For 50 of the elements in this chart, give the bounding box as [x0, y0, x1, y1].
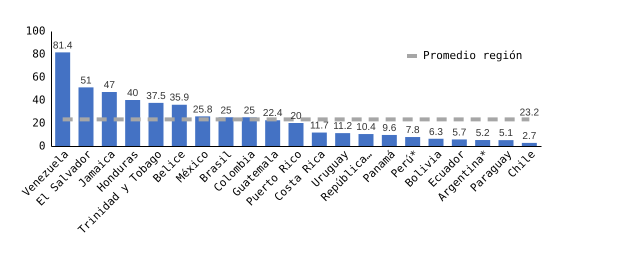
data-label: 51 [80, 75, 92, 86]
data-label: 20 [290, 111, 302, 122]
data-label: 5.2 [476, 128, 490, 140]
y-tick-label: 0 [38, 140, 46, 152]
data-label: 10.4 [356, 122, 376, 134]
bar [172, 104, 187, 146]
bar [265, 120, 280, 146]
y-tick-label: 100 [26, 24, 46, 38]
bar [78, 87, 94, 146]
y-tick-label: 80 [32, 48, 46, 60]
data-label: 23.2 [520, 107, 540, 118]
data-label: 37.5 [146, 90, 166, 102]
data-label: 25 [244, 105, 256, 116]
bar [148, 102, 164, 146]
y-tick-label: 40 [32, 94, 46, 106]
bar [405, 137, 420, 146]
bar [335, 133, 350, 146]
data-label: 47 [104, 80, 116, 91]
bar [452, 139, 467, 146]
bar [428, 138, 444, 146]
data-label: 7.8 [406, 125, 420, 136]
data-label: 5.7 [452, 127, 467, 138]
bar [312, 132, 327, 146]
data-label: 11.2 [333, 121, 352, 132]
data-label: 11.7 [310, 120, 330, 132]
bar [498, 140, 514, 146]
bar [55, 52, 70, 146]
data-label: 25.8 [192, 104, 213, 116]
data-label: 2.7 [522, 130, 537, 142]
bar [242, 117, 257, 146]
data-label: 40 [127, 88, 139, 99]
data-label: 22.4 [262, 108, 283, 120]
bar [522, 142, 537, 146]
y-tick-label: 60 [32, 70, 46, 84]
data-label: 25 [220, 105, 232, 116]
y-tick-label: 20 [32, 116, 46, 130]
data-label: 81.4 [52, 40, 73, 52]
legend-label: Promedio región [423, 49, 522, 62]
bar [102, 92, 117, 146]
bar [288, 123, 304, 146]
bar [475, 140, 490, 146]
bar [195, 116, 210, 146]
data-label: 35.9 [170, 92, 190, 104]
data-label: 6.3 [429, 126, 444, 138]
bar [125, 100, 140, 146]
bar [382, 134, 397, 146]
bar [358, 134, 374, 146]
bar [218, 117, 234, 146]
data-label: 5.1 [499, 128, 514, 140]
data-label: 9.6 [382, 122, 397, 134]
